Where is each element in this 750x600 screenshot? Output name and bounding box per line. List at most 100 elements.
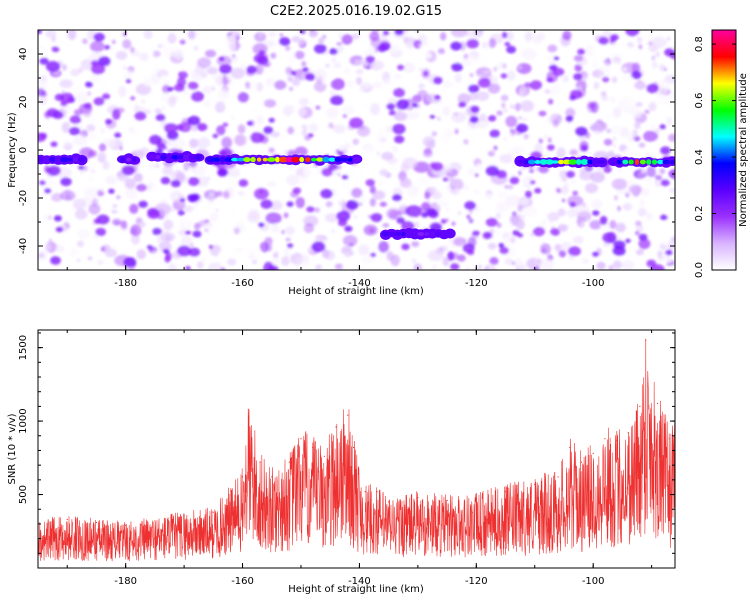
spectrogram-speckle [451,221,456,226]
spectrogram-speckle [639,200,645,207]
signal-blob [580,159,589,165]
spectrogram-speckle [631,62,641,74]
spectrogram-speckle [341,34,353,45]
spectrogram-speckle [390,254,400,266]
spectrogram-speckle [286,104,295,114]
spectrogram-speckle [88,256,93,261]
spectrogram-speckle [424,191,431,200]
spectrogram-speckle [454,73,462,83]
spectrogram-speckle [90,63,106,75]
spectrogram-speckle [223,190,230,199]
signal-blob [126,157,132,162]
spectrogram-speckle [547,144,555,151]
snr-data-point [592,452,594,454]
signal-blob [43,156,50,163]
spectrogram-speckle [603,166,612,173]
spectrogram-speckle [518,90,524,97]
spectrogram-speckle [333,61,342,69]
spectrogram-speckle [67,30,77,40]
spectrogram-speckle [360,79,374,89]
spectrogram-speckle [552,119,560,128]
spectrogram-speckle [626,52,632,57]
signal-blob [340,157,349,162]
spectrogram-speckle [328,72,336,80]
spectrogram-speckle [146,244,153,250]
spectrogram-speckle [502,56,510,63]
spectrogram-speckle [401,243,410,251]
spectrogram-speckle [418,42,427,49]
spectrogram-speckle [336,44,345,53]
spectrogram-speckle [533,102,538,106]
spectrogram-speckle [520,48,538,60]
spectrogram-speckle [47,165,61,176]
spectrogram-speckle [177,210,186,216]
spectrogram-speckle [353,215,358,219]
spectrogram-speckle [83,102,92,110]
spectrogram-speckle [321,77,327,85]
spectrogram-speckle [248,254,256,260]
snr-panel: -180 -160 -140 -120 -100 500 1000 1500 Height o… [7,329,676,595]
spectrogram-speckle [300,218,305,222]
spectrogram-speckle [268,31,277,38]
spectrogram-speckle [642,223,649,230]
spectrogram-speckle [209,150,214,155]
signal-blob [591,159,601,165]
spectrogram-speckle [99,156,104,162]
snr-data-point [417,496,419,499]
spectrogram-speckle [503,108,508,113]
spectrogram-speckle [354,60,362,66]
spectrogram-speckle [407,185,420,198]
spectrogram-speckle [308,30,318,38]
spectrogram-speckle [131,233,140,245]
spectrogram-speckle [47,89,53,93]
spectrogram-speckle [83,108,92,118]
spectrogram-speckle [206,199,216,212]
spectrogram-speckle [69,126,81,136]
signal-blob [534,160,541,164]
spectrogram-speckle [134,111,147,121]
spectrogram-speckle [660,214,668,221]
spectrogram-speckle [621,259,635,270]
snr-data-point [259,461,261,463]
spectrogram-speckle [584,44,594,57]
spectrogram-y-tick-label: 0 [18,147,29,153]
spectrogram-speckle [140,61,149,71]
spectrogram-speckle [592,251,599,257]
spectrogram-speckle [85,81,93,88]
spectrogram-speckle [619,127,630,138]
colorbar-tick-label: 0.8 [694,36,705,52]
spectrogram-speckle [565,170,576,178]
spectrogram-speckle [596,261,606,270]
spectrogram-speckle [336,210,351,222]
spectrogram-speckle [143,30,153,40]
spectrogram-speckle [93,32,105,42]
spectrogram-speckle [621,95,636,108]
spectrogram-speckle [501,231,513,242]
spectrogram-speckle [230,67,245,79]
spectrogram-speckle [529,232,535,238]
spectrogram-speckle [331,229,335,233]
spectrogram-speckle [465,114,471,120]
spectrogram-speckle [223,233,228,239]
spectrogram-speckle [183,205,194,213]
spectrogram-speckle [250,132,265,143]
spectrogram-speckle [463,138,469,145]
spectrogram-speckle [548,64,557,71]
spectrogram-speckle [660,202,666,207]
spectrogram-speckle [285,237,291,242]
spectrogram-speckle [321,167,333,177]
spectrogram-speckle [573,55,584,62]
signal-blob [305,157,311,163]
spectrogram-speckle [256,114,265,126]
spectrogram-speckle [574,205,591,217]
spectrogram-speckle [525,190,532,198]
spectrogram-speckle [516,63,532,74]
signal-blob [651,159,658,165]
spectrogram-speckle [51,36,56,42]
spectrogram-speckle [650,264,665,270]
spectrogram-speckle [491,76,498,85]
spectrogram-speckle [290,70,297,76]
spectrogram-speckle [573,73,583,81]
spectrogram-speckle [540,258,554,270]
spectrogram-speckle [270,131,280,138]
